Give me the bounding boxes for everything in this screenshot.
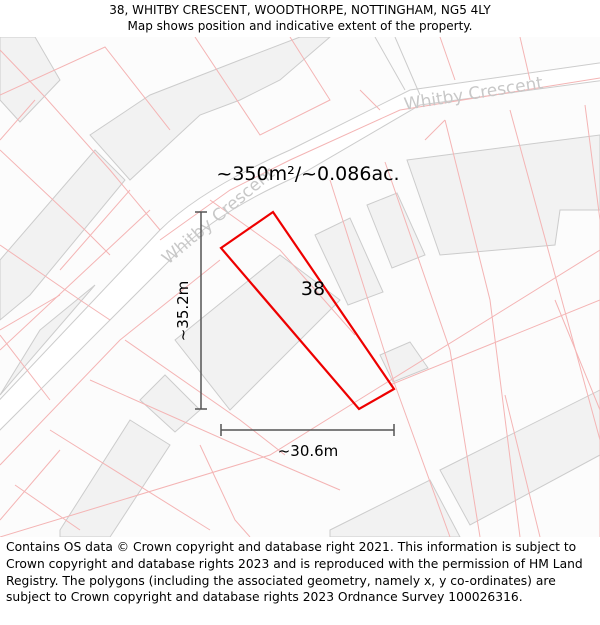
copyright-attribution: Contains OS data © Crown copyright and d… <box>6 540 583 605</box>
width-measure-label: ~30.6m <box>278 442 339 460</box>
street-label-upper: Whitby Crescent <box>403 73 545 115</box>
height-measure-bar <box>195 211 207 410</box>
height-measure-label: ~35.2m <box>174 281 192 342</box>
plot-number-label: 38 <box>301 278 325 300</box>
road <box>0 37 600 431</box>
property-address: 38, WHITBY CRESCENT, WOODTHORPE, NOTTING… <box>109 3 491 17</box>
map-subtitle: Map shows position and indicative extent… <box>127 19 473 33</box>
property-map[interactable]: Whitby Crescent Whitby Crescent ~35.2m ~… <box>0 37 600 537</box>
buildings <box>0 37 600 537</box>
area-label: ~350m²/~0.086ac. <box>216 163 399 185</box>
property-boundary[interactable] <box>219 210 396 411</box>
parcel-boundaries <box>0 37 600 537</box>
map-header: 38, WHITBY CRESCENT, WOODTHORPE, NOTTING… <box>0 0 600 39</box>
width-measure-bar <box>220 424 395 436</box>
